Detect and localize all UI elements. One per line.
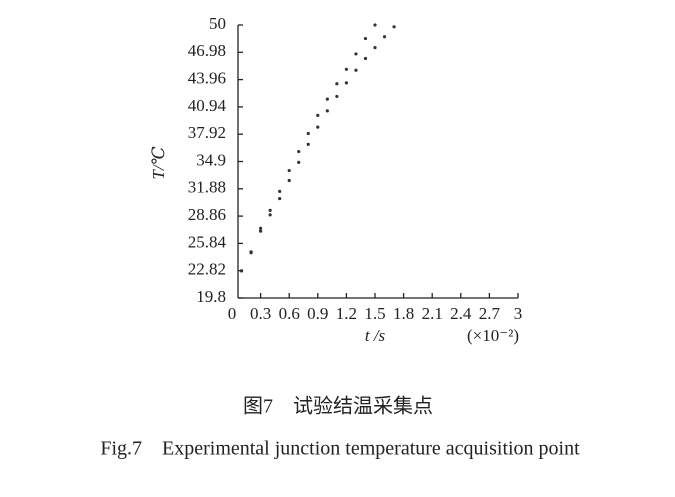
data-point	[306, 131, 310, 136]
x-tick-label: 1.2	[336, 304, 357, 323]
y-axis-label: T/℃	[149, 146, 168, 179]
data-point	[392, 25, 396, 29]
y-tick-label: 25.84	[188, 232, 227, 251]
x-tick-label: 0.3	[250, 304, 271, 323]
y-tick-label: 31.88	[188, 178, 226, 197]
data-point	[306, 142, 310, 146]
y-tick-label: 40.94	[188, 96, 227, 115]
x-axis-unit: (×10⁻²)	[467, 326, 519, 345]
x-tick-label: 1.5	[364, 304, 385, 323]
y-tick-label: 19.8	[196, 287, 226, 306]
caption-en: Fig.7 Experimental junction temperature …	[100, 438, 580, 460]
data-point	[344, 67, 348, 71]
data-point	[239, 269, 244, 273]
y-tick-label: 46.98	[188, 41, 226, 60]
data-point	[363, 36, 368, 41]
x-tick-label: 2.7	[479, 304, 501, 323]
data-point	[278, 196, 282, 201]
y-tick-label: 22.82	[188, 260, 226, 279]
data-point	[297, 149, 301, 154]
data-point	[268, 208, 272, 212]
y-tick-label: 37.92	[188, 123, 226, 142]
x-tick-label: 0.9	[307, 304, 328, 323]
data-point	[287, 168, 291, 173]
y-tick-label: 34.9	[196, 150, 226, 169]
x-tick-label: 0.6	[279, 304, 300, 323]
y-tick-label: 43.96	[188, 69, 226, 88]
data-point	[344, 81, 348, 85]
data-point	[382, 35, 387, 39]
data-point	[335, 94, 339, 99]
y-tick-label: 50	[209, 14, 226, 33]
data-point	[297, 160, 301, 165]
data-point	[354, 52, 358, 56]
x-tick-label: 2.4	[450, 304, 472, 323]
data-point	[316, 113, 320, 117]
data-point	[325, 109, 329, 113]
data-point	[287, 178, 291, 183]
data-point	[373, 45, 377, 50]
data-point	[278, 189, 282, 193]
data-point	[325, 97, 329, 101]
data-point	[259, 229, 263, 233]
data-point	[373, 23, 377, 27]
data-point	[363, 56, 368, 61]
x-axis-label: t /s	[365, 326, 386, 345]
caption-cn: 图7 试验结温采集点	[243, 395, 433, 418]
x-tick-label: 0	[228, 304, 237, 323]
data-point	[354, 68, 358, 72]
data-point	[268, 213, 272, 217]
data-point	[259, 226, 263, 230]
data-point	[249, 251, 253, 255]
data-point	[335, 82, 339, 86]
x-tick-label: 1.8	[393, 304, 414, 323]
y-tick-label: 28.86	[188, 205, 226, 224]
x-tick-label: 3	[514, 304, 523, 323]
x-tick-label: 2.1	[422, 304, 443, 323]
data-point	[316, 125, 320, 129]
